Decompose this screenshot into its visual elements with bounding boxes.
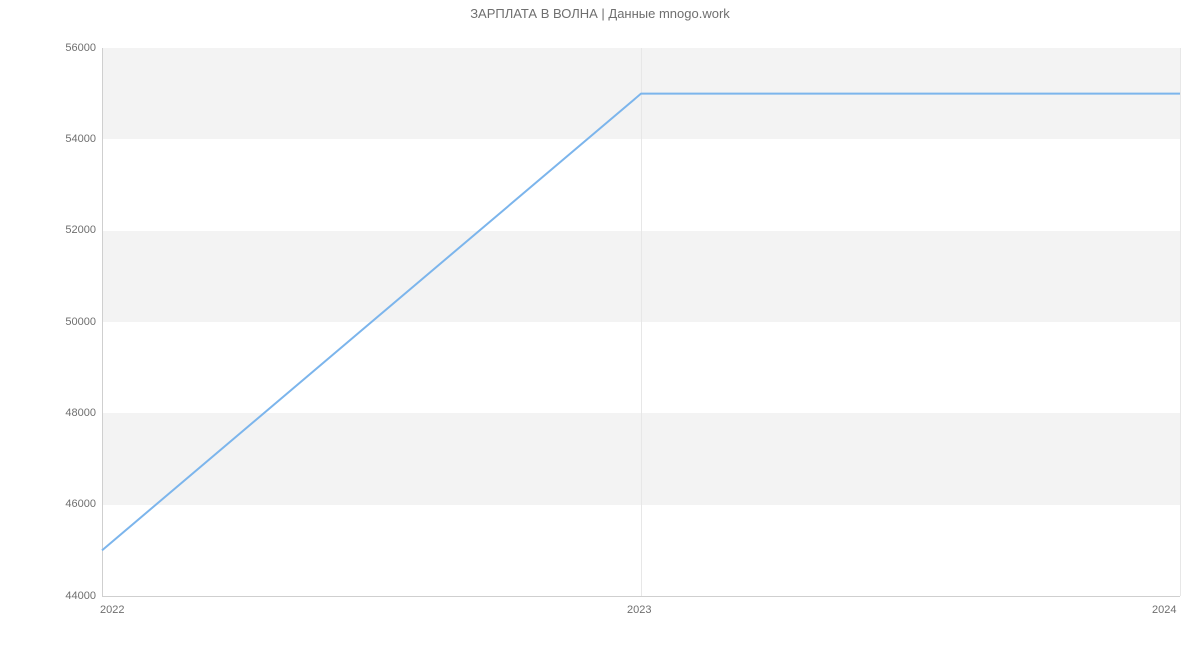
y-tick-label: 56000 [65, 42, 96, 54]
y-tick-label: 46000 [65, 498, 96, 510]
salary-chart: ЗАРПЛАТА В ВОЛНА | Данные mnogo.work 440… [0, 0, 1200, 650]
y-tick-label: 52000 [65, 224, 96, 236]
x-tick-label: 2022 [100, 604, 124, 616]
y-tick-label: 54000 [65, 133, 96, 145]
y-tick-label: 50000 [65, 316, 96, 328]
salary-line [102, 94, 1180, 551]
x-tick-label: 2024 [1152, 604, 1176, 616]
line-layer [102, 48, 1180, 596]
y-tick-label: 48000 [65, 407, 96, 419]
x-tick-label: 2023 [627, 604, 651, 616]
chart-title: ЗАРПЛАТА В ВОЛНА | Данные mnogo.work [0, 6, 1200, 21]
y-tick-label: 44000 [65, 590, 96, 602]
plot-area [102, 48, 1180, 596]
x-axis-line [102, 596, 1180, 597]
vertical-gridline [1180, 48, 1181, 596]
